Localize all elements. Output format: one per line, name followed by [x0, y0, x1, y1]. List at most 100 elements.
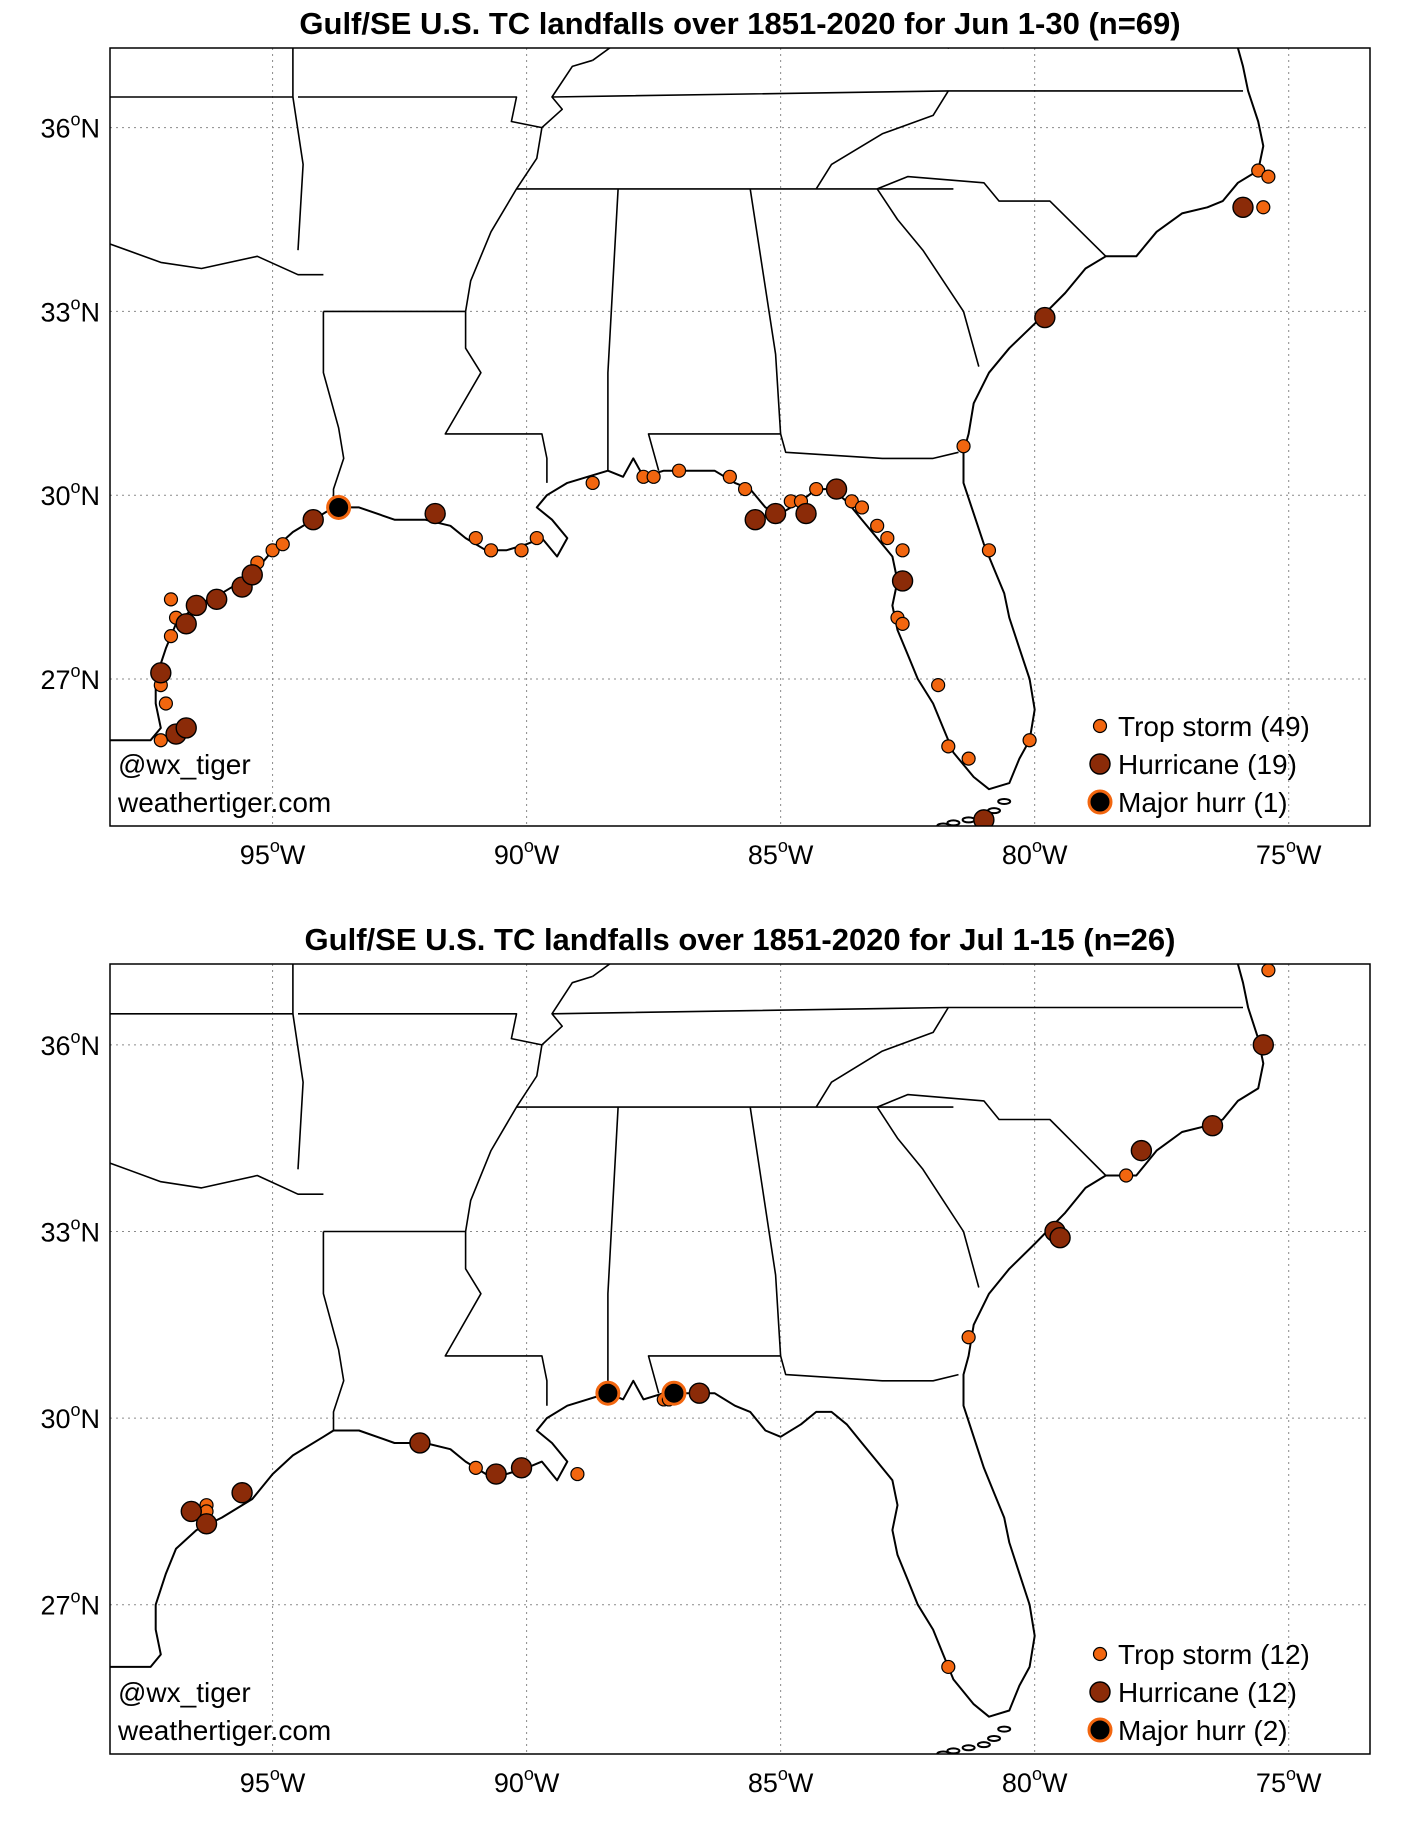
trop-storm-marker [941, 739, 956, 754]
trop-storm-marker [956, 439, 971, 454]
legend-marker-hu [1089, 753, 1111, 775]
trop-storm-marker [737, 481, 753, 497]
state-border [607, 1107, 619, 1394]
trop-storm-marker [870, 518, 885, 533]
hurricane-marker [510, 1457, 533, 1479]
state-border [551, 1006, 1243, 1015]
map-area [110, 48, 1370, 826]
state-border [298, 1013, 543, 1046]
florida-key [976, 1741, 991, 1749]
trop-storm-marker [895, 543, 910, 558]
state-border [464, 975, 593, 1232]
legend-label-mh: Major hurr (1) [1118, 787, 1288, 818]
hurricane-marker [409, 1432, 431, 1454]
state-border [647, 188, 782, 471]
hurricane-marker [150, 662, 172, 684]
state-border [322, 1231, 345, 1431]
x-tick-label: 85oW [748, 836, 814, 870]
legend-label-mh: Major hurr (2) [1118, 1715, 1288, 1746]
x-tick-label: 95oW [240, 836, 306, 870]
trop-storm-marker [163, 628, 179, 644]
florida-key [946, 819, 961, 826]
map-figure-jul: Gulf/SE U.S. TC landfalls over 1851-2020… [0, 914, 1401, 1829]
state-border [647, 1106, 782, 1394]
state-border [779, 1355, 959, 1382]
trop-storm-marker [529, 530, 544, 546]
x-tick-label: 85oW [748, 1764, 814, 1798]
trop-storm-marker [1261, 964, 1276, 978]
florida-key [946, 1747, 961, 1754]
trop-storm-marker [931, 678, 946, 693]
legend-marker-ts [1092, 1646, 1108, 1662]
x-tick-label: 90oW [494, 1764, 560, 1798]
hurricane-marker [185, 594, 208, 617]
hurricane-marker [1034, 306, 1056, 329]
state-border [876, 1093, 1107, 1177]
trop-storm-marker [163, 592, 179, 607]
trop-storm-marker [895, 616, 910, 631]
map-frame [109, 47, 1371, 827]
hurricane-marker [195, 1513, 218, 1535]
state-border [292, 1013, 304, 1170]
state-border [551, 90, 1243, 98]
hurricane-marker [1252, 1034, 1275, 1056]
trop-storm-marker [1256, 200, 1271, 215]
map-area [110, 964, 1370, 1754]
trop-storm-marker [1261, 169, 1276, 184]
legend-marker-mh [1087, 1717, 1113, 1743]
trop-storm-marker [646, 469, 661, 484]
state-border [322, 311, 345, 508]
x-tick-label: 95oW [240, 1764, 306, 1798]
trop-storm-marker [941, 1659, 956, 1675]
trop-storm-marker [585, 475, 600, 491]
trop-storm-marker [844, 494, 859, 509]
trop-storm-marker [671, 463, 687, 478]
trop-storm-marker [468, 1460, 483, 1475]
hurricane-marker [891, 570, 914, 592]
florida-key [961, 1744, 976, 1752]
florida-key [997, 797, 1012, 805]
hurricane-marker [1130, 1139, 1153, 1162]
trop-storm-marker [1119, 1168, 1134, 1183]
hurricane-marker [241, 564, 263, 586]
state-border [876, 188, 980, 367]
trop-storm-marker [1022, 733, 1037, 748]
florida-key [961, 816, 976, 824]
hurricane-marker [302, 509, 324, 531]
legend-label-hu: Hurricane (12) [1118, 1677, 1297, 1708]
trop-storm-marker [722, 469, 737, 484]
y-tick-label: 36oN [40, 1027, 100, 1061]
trop-storm-marker [880, 530, 895, 546]
state-border [876, 1106, 980, 1288]
trop-storm-marker [468, 530, 483, 546]
x-tick-label: 75oW [1256, 836, 1322, 870]
y-tick-label: 27oN [40, 661, 100, 695]
trop-storm-marker [981, 543, 997, 558]
y-tick-label: 33oN [40, 1213, 100, 1247]
map-frame [109, 963, 1371, 1755]
state-border [110, 1162, 324, 1196]
trop-storm-marker [153, 733, 168, 748]
credit-text: weathertiger.com [117, 1715, 331, 1746]
trop-storm-marker [158, 696, 173, 711]
hurricane-marker [231, 1482, 253, 1504]
state-border [815, 1007, 949, 1108]
hurricane-marker [825, 478, 848, 500]
map-figure-jun: Gulf/SE U.S. TC landfalls over 1851-2020… [0, 0, 1401, 900]
florida-key [987, 1734, 1002, 1742]
map-title: Gulf/SE U.S. TC landfalls over 1851-2020… [299, 6, 1180, 41]
credit-text: weathertiger.com [117, 787, 331, 818]
y-tick-label: 27oN [40, 1587, 100, 1621]
coastline [110, 964, 1265, 1718]
state-border [110, 48, 294, 98]
trop-storm-marker [961, 1330, 976, 1345]
map-plot-jul: Gulf/SE U.S. TC landfalls over 1851-2020… [40, 922, 1371, 1798]
florida-key [997, 1725, 1012, 1733]
legend-label-ts: Trop storm (49) [1118, 711, 1310, 742]
state-border [876, 175, 1107, 257]
trop-storm-marker [854, 500, 870, 515]
state-border [815, 90, 949, 190]
map-plot-jun: Gulf/SE U.S. TC landfalls over 1851-2020… [40, 6, 1371, 870]
legend-label-ts: Trop storm (12) [1118, 1639, 1310, 1670]
hurricane-marker [1232, 196, 1254, 218]
